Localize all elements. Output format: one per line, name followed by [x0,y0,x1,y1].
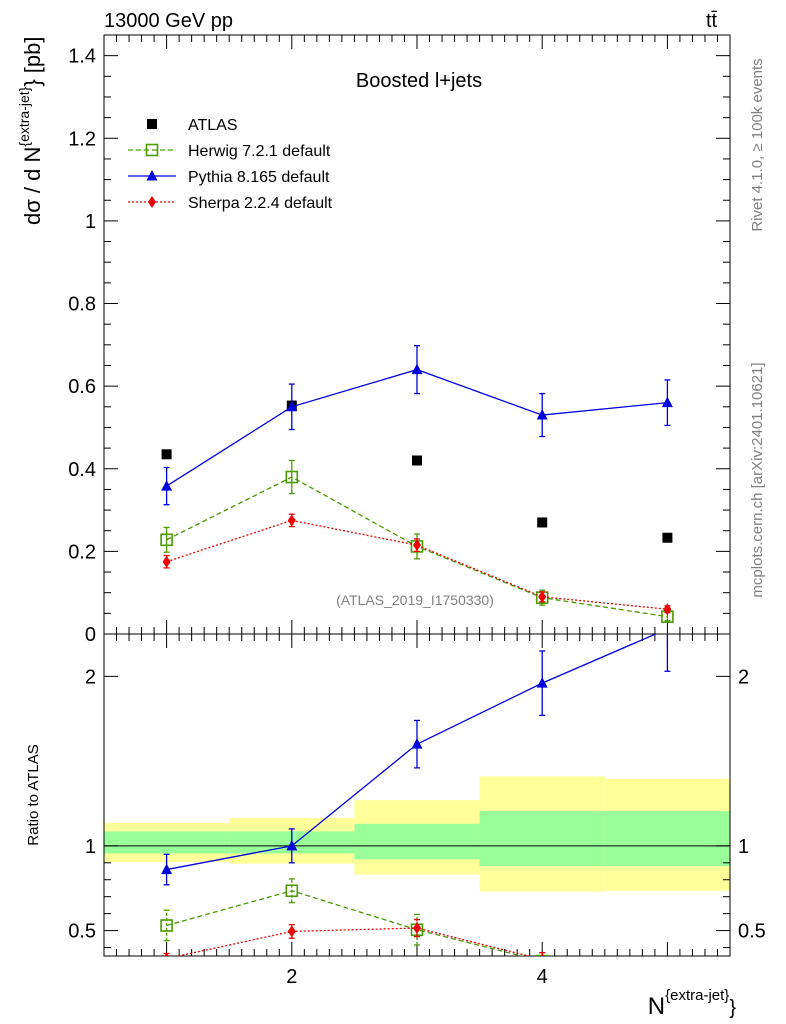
svg-text:dσ / d N{extra-jet}} [pb]: dσ / d N{extra-jet}} [pb] [16,37,45,225]
ratio-series [160,634,671,977]
sherpa-point [287,514,296,527]
ratio-ylabel: Ratio to ATLAS [25,744,42,845]
ratio-y-tick-label-right: 0.5 [738,921,766,943]
main-ylabel-unit: } [pb] [20,37,45,87]
pythia-ratio-point [161,863,173,875]
ratio-y-tick-label-right: 2 [738,666,749,688]
pythia-point [286,400,298,412]
legend-herwig-marker [145,143,159,157]
legend-atlas-label: ATLAS [188,117,238,134]
x-tick-label: 4 [537,966,548,988]
analysis-id: (ATLAS_2019_I1750330) [336,592,494,608]
ratio-y-tick-label: 0.5 [68,921,96,943]
main-ylabel-sup: {extra-jet} [16,86,32,146]
pythia-point [536,409,548,420]
y-tick-label: 0.6 [68,376,96,398]
main-ylabel: dσ / d N{extra-jet}} [pb] [16,37,45,225]
x-axis-label-main: N [648,993,665,1020]
ratio-y-tick-label: 2 [85,666,96,688]
main-ylabel-text: dσ / d N [20,147,45,225]
pythia-point [411,363,423,375]
pythia-ratio-point [411,738,423,749]
legend-herwig-label: Herwig 7.2.1 default [188,143,331,160]
process-label: tt̄ [706,10,718,32]
herwig-point [160,533,173,547]
ratio-y-tick-label-right: 1 [738,836,749,858]
pythia-point [661,396,673,408]
ratio-panel: 2 4 0.5 0.5 1 1 2 2 [68,633,766,988]
herwig-ratio-point [535,954,549,956]
chart-title: Boosted l+jets [356,70,482,92]
herwig-ratio-point [285,884,299,898]
y-tick-label: 1.2 [68,128,96,150]
herwig-ratio-point [160,919,173,932]
energy-label: 13000 GeV pp [104,10,233,32]
pythia-point [161,480,173,491]
y-tick-label: 0 [85,624,96,646]
y-tick-label: 0.2 [68,541,96,563]
sherpa-ratio-point [287,925,296,938]
atlas-point [412,455,422,466]
sherpa-ratio-point [413,922,421,935]
x-tick-label: 2 [286,966,297,988]
y-tick-label: 0.4 [68,459,96,481]
ratio-band-inner [104,831,230,854]
legend-sherpa-label: Sherpa 2.2.4 default [188,195,333,212]
pythia-ratio-point [286,839,298,851]
sherpa-point [162,555,171,568]
sherpa-ratio-point [540,953,544,956]
sherpa-ratio-point [663,965,671,977]
y-tick-label: 1.4 [68,46,96,68]
rivet-label: Rivet 4.1.0, ≥ 100k events [749,58,766,231]
legend-sherpa-marker [148,196,156,208]
y-tick-label: 1 [85,211,96,233]
atlas-point [537,517,548,528]
sherpa-ratio-point [164,952,169,956]
sherpa-line [166,519,668,610]
x-axis-label-sup: {extra-jet} [665,987,729,1004]
y-tick-label: 0.8 [68,294,96,316]
ratio-band-inner [354,823,480,860]
atlas-point [161,449,172,460]
ratio-y-tick-label: 1 [85,836,96,858]
legend: ATLAS Herwig 7.2.1 default Pythia 8.165 de… [128,117,333,212]
herwig-point [285,470,299,484]
x-axis-label: N{extra-jet}} [648,987,737,1020]
legend-atlas-marker [147,119,157,129]
sherpa-point [538,590,547,603]
ratio-band-inner [604,811,730,867]
sherpa-point [663,603,672,616]
legend-pythia-label: Pythia 8.165 default [188,169,330,186]
x-axis-label-suffix: } [729,997,736,1019]
legend-pythia-marker [146,170,158,181]
source-label: mcplots.cern.ch [arXiv:2401.10621] [749,362,766,597]
main-panel: 0 0.2 0.4 0.6 0.8 1 1.2 1.4 [68,34,731,646]
atlas-point [662,532,673,543]
sherpa-point [413,539,421,552]
ratio-band-inner [479,811,605,867]
pythia-ratio-point [536,677,548,688]
